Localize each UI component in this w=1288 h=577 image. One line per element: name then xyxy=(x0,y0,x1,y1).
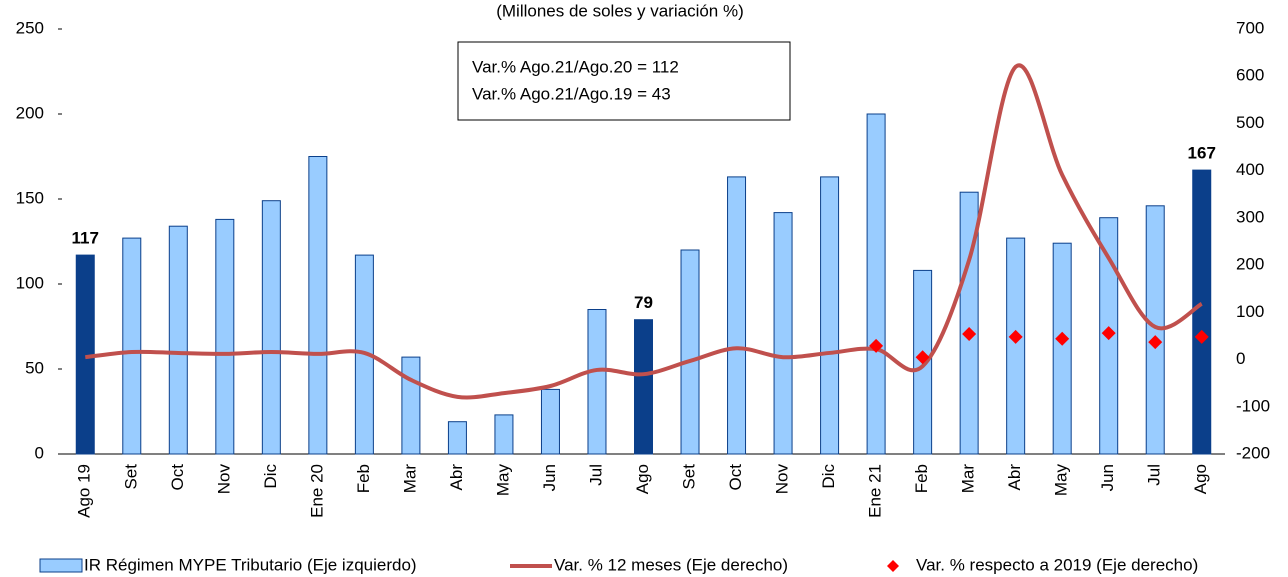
bar xyxy=(1052,242,1072,455)
x-tick-label: Ago xyxy=(633,464,652,494)
y-tick-label: 150 xyxy=(16,188,44,207)
bar xyxy=(215,218,235,455)
annotation: Var.% Ago.21/Ago.19 = 43 xyxy=(472,84,671,103)
y-tick-label: 200 xyxy=(16,103,44,122)
legend-swatch xyxy=(39,558,83,573)
data-label: 117 xyxy=(72,229,99,248)
x-tick-label: Jun xyxy=(1098,464,1117,491)
bar xyxy=(447,421,467,455)
data-label: 167 xyxy=(1188,144,1216,163)
y-tick-label: 0 xyxy=(35,443,44,462)
y-tick-label: 50 xyxy=(25,358,44,377)
y-tick-label: 100 xyxy=(16,273,44,292)
marker xyxy=(1008,329,1023,344)
y2-tick-label: -100 xyxy=(1236,396,1270,415)
legend-label: Var. % 12 meses (Eje derecho) xyxy=(554,555,788,574)
x-tick-label: Ago 19 xyxy=(75,464,94,518)
x-tick-label: Oct xyxy=(168,464,187,491)
y2-tick-label: 500 xyxy=(1236,113,1264,132)
x-tick-label: Mar xyxy=(959,464,978,494)
bar xyxy=(587,309,607,455)
y2-tick-label: 400 xyxy=(1236,160,1264,179)
x-tick-label: Ago xyxy=(1191,464,1210,494)
x-tick-label: Nov xyxy=(773,464,792,495)
bar xyxy=(773,212,793,455)
marker xyxy=(915,350,930,365)
bar xyxy=(820,176,840,455)
annotation: Var.% Ago.21/Ago.20 = 112 xyxy=(472,57,679,76)
bar xyxy=(680,249,700,455)
marker xyxy=(1194,329,1209,344)
bar xyxy=(1192,169,1212,455)
x-tick-label: Jul xyxy=(586,464,605,486)
marker xyxy=(1055,331,1070,346)
bar xyxy=(1006,237,1026,455)
y2-tick-label: 200 xyxy=(1236,255,1264,274)
y2-tick-label: 0 xyxy=(1236,349,1245,368)
x-tick-label: Ene 21 xyxy=(866,464,885,518)
bar xyxy=(866,113,886,455)
bar xyxy=(401,356,421,455)
bar xyxy=(308,156,328,455)
y2-tick-label: 600 xyxy=(1236,66,1264,85)
line xyxy=(85,63,1203,400)
y2-tick-label: 300 xyxy=(1236,207,1264,226)
x-tick-label: May xyxy=(1052,464,1071,497)
marker xyxy=(869,338,884,353)
legend-label: IR Régimen MYPE Tributario (Eje izquierd… xyxy=(84,555,417,574)
bar xyxy=(959,191,979,455)
x-tick-label: Dic xyxy=(819,464,838,489)
x-tick-label: Ene 20 xyxy=(307,464,326,518)
x-tick-label: Dic xyxy=(261,464,280,489)
x-tick-label: Abr xyxy=(1005,464,1024,491)
bar xyxy=(122,237,142,455)
bar xyxy=(727,176,747,455)
bar xyxy=(634,319,653,455)
legend-label: Var. % respecto a 2019 (Eje derecho) xyxy=(916,555,1198,574)
y2-tick-label: -200 xyxy=(1236,443,1270,462)
x-tick-label: Jul xyxy=(1145,464,1164,486)
bar xyxy=(168,225,188,455)
x-tick-label: Oct xyxy=(726,464,745,491)
marker xyxy=(962,327,977,342)
marker xyxy=(1101,326,1116,341)
bar xyxy=(494,414,514,455)
marker xyxy=(1148,335,1163,350)
x-tick-label: Set xyxy=(680,464,699,490)
x-tick-label: Jun xyxy=(540,464,559,491)
data-label: 79 xyxy=(634,293,653,312)
x-tick-label: Feb xyxy=(912,464,931,493)
y2-tick-label: 700 xyxy=(1236,18,1264,37)
bar xyxy=(261,200,281,455)
legend-swatch xyxy=(887,560,899,572)
x-tick-label: Abr xyxy=(447,464,466,491)
y2-tick-label: 100 xyxy=(1236,302,1264,321)
y-tick-label: 250 xyxy=(16,18,44,37)
x-tick-label: Nov xyxy=(214,464,233,495)
x-tick-label: Mar xyxy=(400,464,419,494)
bar xyxy=(540,388,560,455)
x-tick-label: May xyxy=(493,464,512,497)
x-tick-label: Set xyxy=(121,464,140,490)
annotation-box xyxy=(457,41,791,121)
x-tick-label: Feb xyxy=(354,464,373,493)
chart-subtitle: (Millones de soles y variación %) xyxy=(496,1,744,20)
